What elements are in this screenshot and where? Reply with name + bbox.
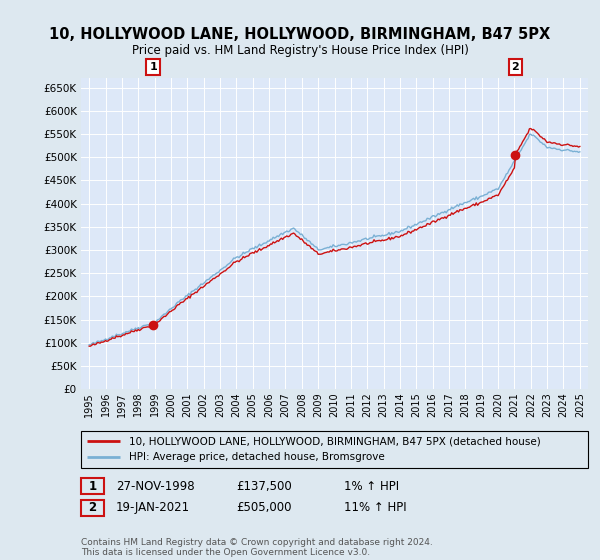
Text: 10, HOLLYWOOD LANE, HOLLYWOOD, BIRMINGHAM, B47 5PX (detached house): 10, HOLLYWOOD LANE, HOLLYWOOD, BIRMINGHA… — [129, 436, 541, 446]
Text: 2: 2 — [88, 501, 97, 515]
Text: £505,000: £505,000 — [236, 501, 292, 515]
Text: 1: 1 — [149, 62, 157, 72]
Text: 2: 2 — [511, 62, 519, 72]
Text: 1: 1 — [88, 479, 97, 493]
Text: 19-JAN-2021: 19-JAN-2021 — [116, 501, 190, 515]
Text: Price paid vs. HM Land Registry's House Price Index (HPI): Price paid vs. HM Land Registry's House … — [131, 44, 469, 57]
Text: 1% ↑ HPI: 1% ↑ HPI — [344, 479, 399, 493]
Text: Contains HM Land Registry data © Crown copyright and database right 2024.
This d: Contains HM Land Registry data © Crown c… — [81, 538, 433, 557]
Text: HPI: Average price, detached house, Bromsgrove: HPI: Average price, detached house, Brom… — [129, 452, 385, 463]
Text: 27-NOV-1998: 27-NOV-1998 — [116, 479, 194, 493]
Text: 11% ↑ HPI: 11% ↑ HPI — [344, 501, 406, 515]
Text: £137,500: £137,500 — [236, 479, 292, 493]
Text: 10, HOLLYWOOD LANE, HOLLYWOOD, BIRMINGHAM, B47 5PX: 10, HOLLYWOOD LANE, HOLLYWOOD, BIRMINGHA… — [49, 27, 551, 42]
